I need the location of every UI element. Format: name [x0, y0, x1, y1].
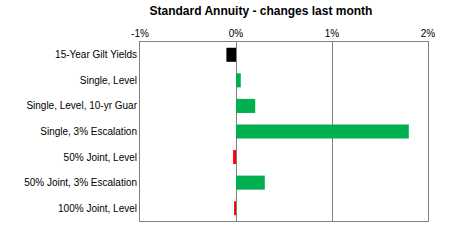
svg-text:2%: 2% — [421, 28, 436, 39]
svg-text:-1%: -1% — [131, 28, 149, 39]
svg-text:Single, 3% Escalation: Single, 3% Escalation — [40, 126, 137, 137]
svg-text:Single, Level: Single, Level — [80, 75, 137, 86]
svg-text:Standard Annuity - changes las: Standard Annuity - changes last month — [150, 4, 373, 18]
svg-text:50% Joint, 3% Escalation: 50% Joint, 3% Escalation — [24, 177, 137, 188]
svg-text:100% Joint, Level: 100% Joint, Level — [58, 203, 137, 214]
svg-text:15-Year Gilt Yields: 15-Year Gilt Yields — [55, 49, 137, 60]
svg-text:Single, Level, 10-yr Guar: Single, Level, 10-yr Guar — [26, 100, 137, 111]
svg-text:50% Joint, Level: 50% Joint, Level — [64, 152, 137, 163]
svg-text:1%: 1% — [325, 28, 340, 39]
svg-text:0%: 0% — [229, 28, 244, 39]
